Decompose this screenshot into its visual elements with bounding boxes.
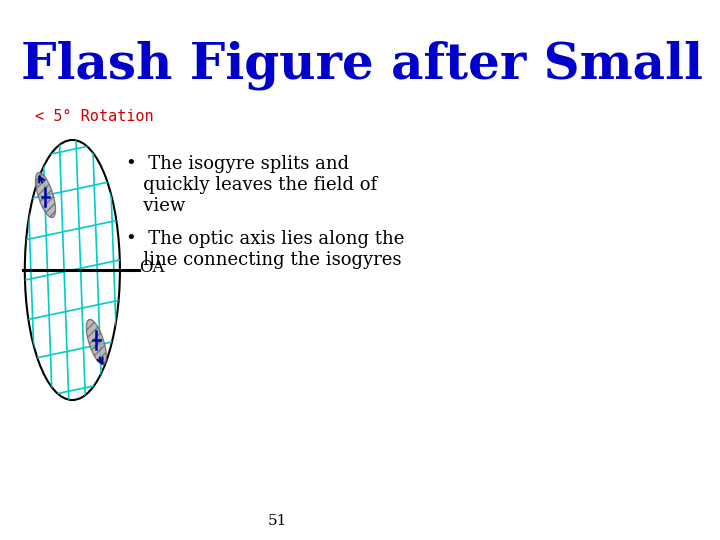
Text: quickly leaves the field of: quickly leaves the field of (126, 176, 377, 194)
Text: •  The optic axis lies along the: • The optic axis lies along the (126, 230, 405, 248)
Text: line connecting the isogyres: line connecting the isogyres (126, 251, 402, 269)
Text: view: view (126, 197, 185, 215)
Ellipse shape (35, 172, 55, 218)
Text: < 5° Rotation: < 5° Rotation (35, 109, 154, 124)
Text: OA: OA (140, 259, 165, 275)
Text: 51: 51 (268, 514, 287, 528)
Ellipse shape (24, 140, 120, 400)
Ellipse shape (86, 319, 107, 364)
Text: Flash Figure after Small Rotation: Flash Figure after Small Rotation (21, 40, 720, 90)
Text: •  The isogyre splits and: • The isogyre splits and (126, 155, 349, 173)
